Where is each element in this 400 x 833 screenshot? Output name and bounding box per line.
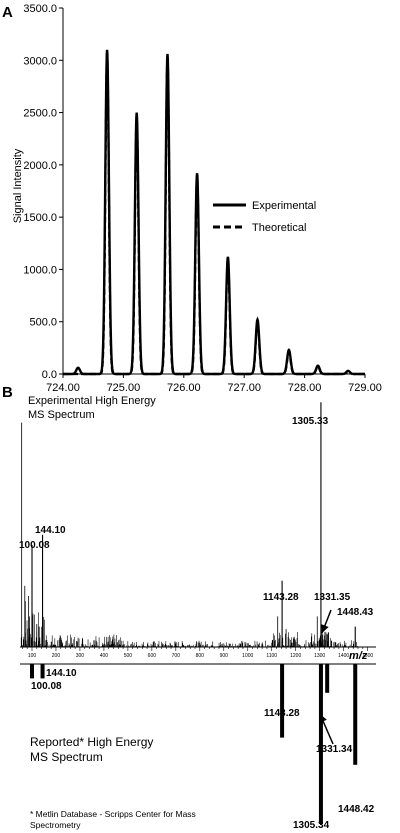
panel-b-x-ticks: 100 200 300 400 500 600 700 800 900 1000 1100 1200 1… — [22, 647, 373, 659]
panel-a-plot — [63, 49, 365, 376]
peak-label-lower: 1331.34 — [316, 744, 353, 755]
lower-title-line-1: Reported* High Energy — [30, 735, 153, 749]
labeled-peak-lower — [325, 664, 330, 693]
y-tick-label: 0.0 — [42, 369, 57, 381]
x-tick-label: 900 — [220, 653, 229, 659]
upper-title-line-2: MS Spectrum — [28, 409, 95, 421]
x-tick-label: 1500 — [362, 653, 373, 659]
x-tick-label: 729.00 — [348, 382, 382, 394]
y-tick-label: 1000.0 — [23, 264, 57, 276]
x-tick-label: 200 — [52, 653, 61, 659]
panel-b-xlabel: m/z — [349, 650, 368, 662]
peak-label-upper: 100.08 — [19, 540, 50, 551]
x-tick-label: 400 — [100, 653, 109, 659]
upper-title-line-1: Experimental High Energy — [28, 395, 156, 407]
y-tick-label: 3500.0 — [23, 3, 57, 15]
x-tick-label: 100 — [28, 653, 37, 659]
peak-label-upper: 144.10 — [35, 525, 66, 536]
panel-a-x-ticks: 724.00 725.00 726.00 727.00 728.00 729.00 — [46, 374, 382, 394]
x-tick-label: 800 — [196, 653, 205, 659]
panel-a-legend: Experimental Theoretical — [213, 200, 316, 234]
lower-title-line-2: MS Spectrum — [30, 750, 103, 764]
panel-b-lower-spectrum — [30, 664, 358, 824]
labeled-peak-lower — [40, 664, 45, 679]
arrow-upper-1331-head — [321, 624, 329, 633]
x-tick-label: 600 — [148, 653, 157, 659]
legend-experimental-label: Experimental — [252, 200, 316, 212]
x-tick-label: 726.00 — [167, 382, 201, 394]
y-tick-label: 1500.0 — [23, 212, 57, 224]
labeled-peak-lower — [280, 664, 285, 738]
peak-label-lower: 100.08 — [31, 681, 62, 692]
peak-label-lower: 1305.34 — [293, 820, 330, 831]
x-tick-label: 1300 — [314, 653, 325, 659]
x-tick-label: 725.00 — [107, 382, 141, 394]
peak-label-upper: 1143.28 — [263, 592, 299, 603]
labeled-peak-lower — [318, 664, 323, 824]
panel-a-label: A — [2, 4, 13, 21]
y-tick-label: 3000.0 — [23, 55, 57, 67]
x-tick-label: 1400 — [338, 653, 349, 659]
y-tick-label: 500.0 — [29, 317, 57, 329]
footnote-line-1: * Metlin Database - Scripps Center for M… — [30, 809, 196, 819]
x-tick-label: 1000 — [242, 653, 253, 659]
x-tick-label: 700 — [172, 653, 181, 659]
panel-a-y-ticks: 0.0 500.0 1000.0 1500.0 2000.0 2500.0 3000.0 35… — [23, 3, 63, 381]
x-tick-label: 728.00 — [288, 382, 322, 394]
panel-b-peak-labels: 100.08 144.10 1143.28 1305.33 1331.35 1448.43… — [19, 416, 375, 831]
peak-label-upper: 1305.33 — [292, 416, 329, 427]
panel-b-upper-spectrum — [20, 402, 358, 647]
legend-theoretical-label: Theoretical — [252, 222, 306, 234]
arrow-lower-1331-head — [319, 714, 327, 723]
x-tick-label: 1100 — [266, 653, 277, 659]
x-tick-label: 300 — [76, 653, 85, 659]
labeled-peak-lower — [30, 664, 35, 679]
peak-label-lower: 1448.42 — [338, 804, 375, 815]
x-tick-label: 724.00 — [46, 382, 80, 394]
peak-label-upper: 1331.35 — [314, 592, 351, 603]
x-tick-label: 500 — [124, 653, 133, 659]
y-tick-label: 2000.0 — [23, 160, 57, 172]
peak-label-upper: 1448.43 — [337, 607, 374, 618]
panel-a-ylabel: Signal Intensity — [12, 148, 24, 223]
y-tick-label: 2500.0 — [23, 108, 57, 120]
labeled-peak-lower — [353, 664, 358, 765]
peak-label-lower: 1143.28 — [264, 708, 300, 719]
x-tick-label: 727.00 — [227, 382, 261, 394]
experimental-series-line — [63, 49, 365, 376]
x-tick-label: 1200 — [290, 653, 301, 659]
peak-label-lower: 144.10 — [46, 668, 77, 679]
panel-b-label: B — [2, 384, 13, 401]
footnote-line-2: Spectrometry — [30, 820, 81, 830]
